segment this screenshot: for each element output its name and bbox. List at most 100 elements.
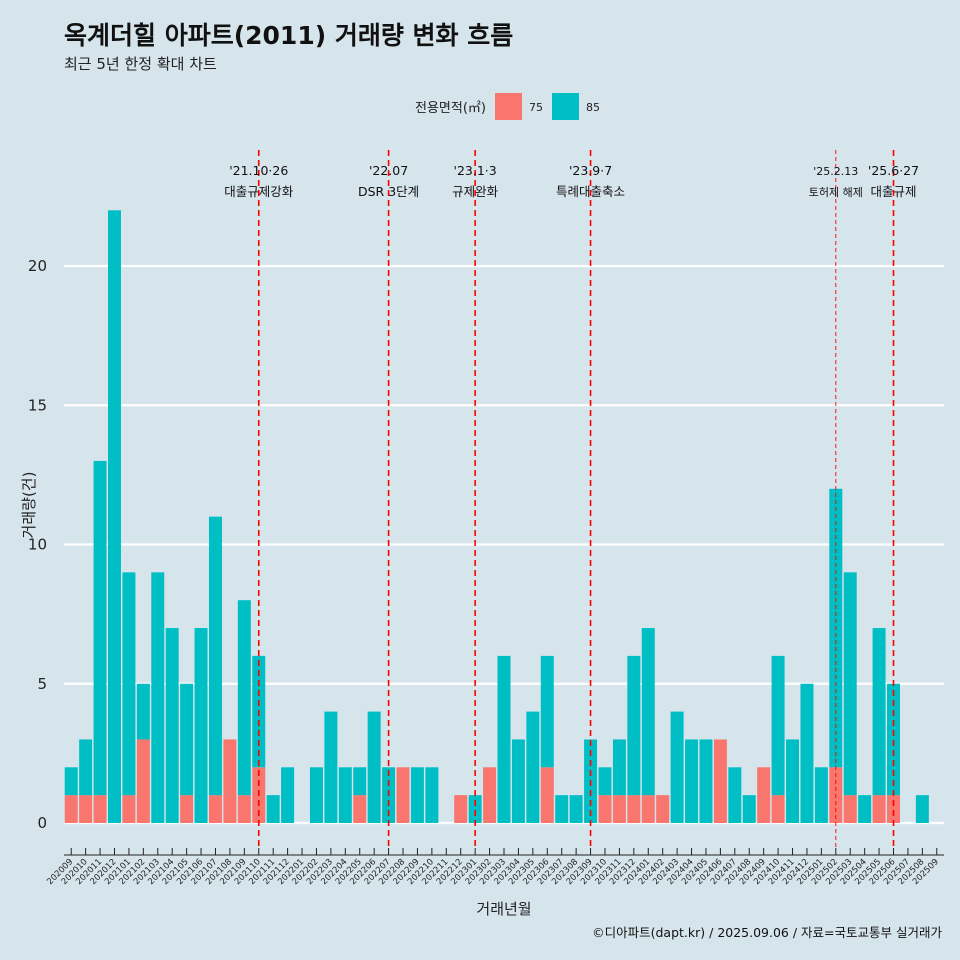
event-markers: '21.10·26 대출규제강화 '22.07 DSR 3단계 '23.1·3 규제완화 '… [224,150,919,848]
bar-85-202408 [742,795,756,823]
bar-75-202101 [122,795,136,823]
bar-85-202311 [612,739,626,796]
chart-title: 옥계더힐 아파트(2011) 거래량 변화 흐름 [64,21,514,50]
event-date: '21.10·26 [229,163,288,178]
bar-85-202112 [281,767,295,823]
bar-75-202208 [396,767,410,823]
event-date: '25.6·27 [868,163,919,178]
bar-85-202501 [814,767,828,823]
event-date: '25.2.13 [813,165,858,178]
bar-85-202504 [858,795,872,823]
source-caption: ©디아파트(dapt.kr) / 2025.09.06 / 자료=국토교통부 실… [592,925,942,940]
event-label: 토허제 해제 [809,185,863,199]
y-axis-title: 거래량(건) [20,472,38,539]
bar-75-202105 [180,795,194,823]
bar-85-202010 [79,739,93,796]
bar-75-202302 [483,767,497,823]
bar-85-202109 [237,600,251,796]
bar-75-202401 [641,795,655,823]
bar-85-202209 [410,767,424,823]
bar-75-202009 [64,795,78,823]
bar-85-202206 [367,711,381,823]
bar-85-202205 [353,767,367,796]
legend-title: 전용면적(㎡) [415,101,486,116]
bar-75-202310 [598,795,612,823]
bar-75-202311 [612,795,626,823]
bar-85-202210 [425,767,439,823]
legend-label-85: 85 [586,101,600,114]
y-tick-label: 5 [37,675,47,693]
bars [64,210,929,824]
bar-85-202307 [555,795,569,823]
bar-85-202405 [699,739,713,823]
bar-85-202508 [915,795,929,823]
bar-85-202009 [64,767,78,796]
bar-85-202411 [786,739,800,823]
event-date: '22.07 [369,163,408,178]
event-label: 대출규제강화 [224,184,294,199]
legend-label-75: 75 [529,101,543,114]
bar-75-202506 [887,795,900,823]
event-label: 대출규제 [871,184,917,199]
legend: 전용면적(㎡) 75 85 [415,93,600,120]
bar-85-202101 [122,572,136,796]
event-date: '23.9·7 [569,163,612,178]
y-axis: 0 5 10 15 20 [28,257,47,832]
bar-85-202305 [526,711,540,823]
bar-75-202010 [79,795,93,823]
event-label: 규제완화 [452,184,499,199]
y-tick-label: 10 [28,536,47,554]
bar-85-202104 [165,628,179,823]
bar-85-202310 [598,767,612,796]
legend-swatch-85 [552,93,579,120]
bar-85-202506 [887,683,900,796]
bar-85-202303 [497,655,511,823]
bar-85-202103 [151,572,165,823]
bar-85-202308 [569,795,583,823]
bar-85-202404 [685,739,699,823]
bar-85-202106 [194,628,208,823]
bar-85-202412 [800,683,814,823]
legend-swatch-75 [495,93,522,120]
bar-75-202406 [713,739,727,823]
bar-75-202410 [771,795,785,823]
bar-85-202204 [338,767,352,823]
bar-85-202301 [468,795,482,823]
bar-75-202108 [223,739,237,823]
bar-85-202011 [93,460,107,796]
event-date: '23.1·3 [454,163,497,178]
y-tick-label: 15 [28,396,47,414]
bar-75-202102 [136,739,150,823]
bar-75-202205 [353,795,367,823]
y-tick-label: 20 [28,257,47,275]
bar-85-202410 [771,655,785,796]
bar-85-202111 [266,795,280,823]
bar-85-202403 [670,711,684,823]
bar-85-202102 [136,683,150,740]
bar-75-202402 [656,795,670,823]
bar-75-202107 [208,795,222,823]
bar-85-202505 [872,628,886,796]
bar-85-202105 [180,683,194,796]
bar-85-202407 [728,767,742,823]
bar-85-202306 [540,655,554,768]
y-tick-label: 0 [37,814,47,832]
bar-75-202505 [872,795,886,823]
bar-85-202401 [641,628,655,796]
x-axis: 2020092020102020112020122021012021022021… [45,848,944,887]
bar-85-202312 [627,655,641,796]
bar-85-202503 [843,572,857,796]
bar-85-202107 [208,516,222,796]
bar-85-202304 [511,739,525,823]
bar-75-202409 [757,767,771,823]
bar-75-202312 [627,795,641,823]
bar-75-202109 [237,795,251,823]
bar-75-202503 [843,795,857,823]
bar-85-202012 [108,210,121,824]
bar-85-202202 [309,767,323,823]
x-axis-title: 거래년월 [476,900,531,918]
chart-subtitle: 최근 5년 한정 확대 차트 [64,55,217,73]
bar-75-202306 [540,767,554,823]
bar-75-202011 [93,795,107,823]
